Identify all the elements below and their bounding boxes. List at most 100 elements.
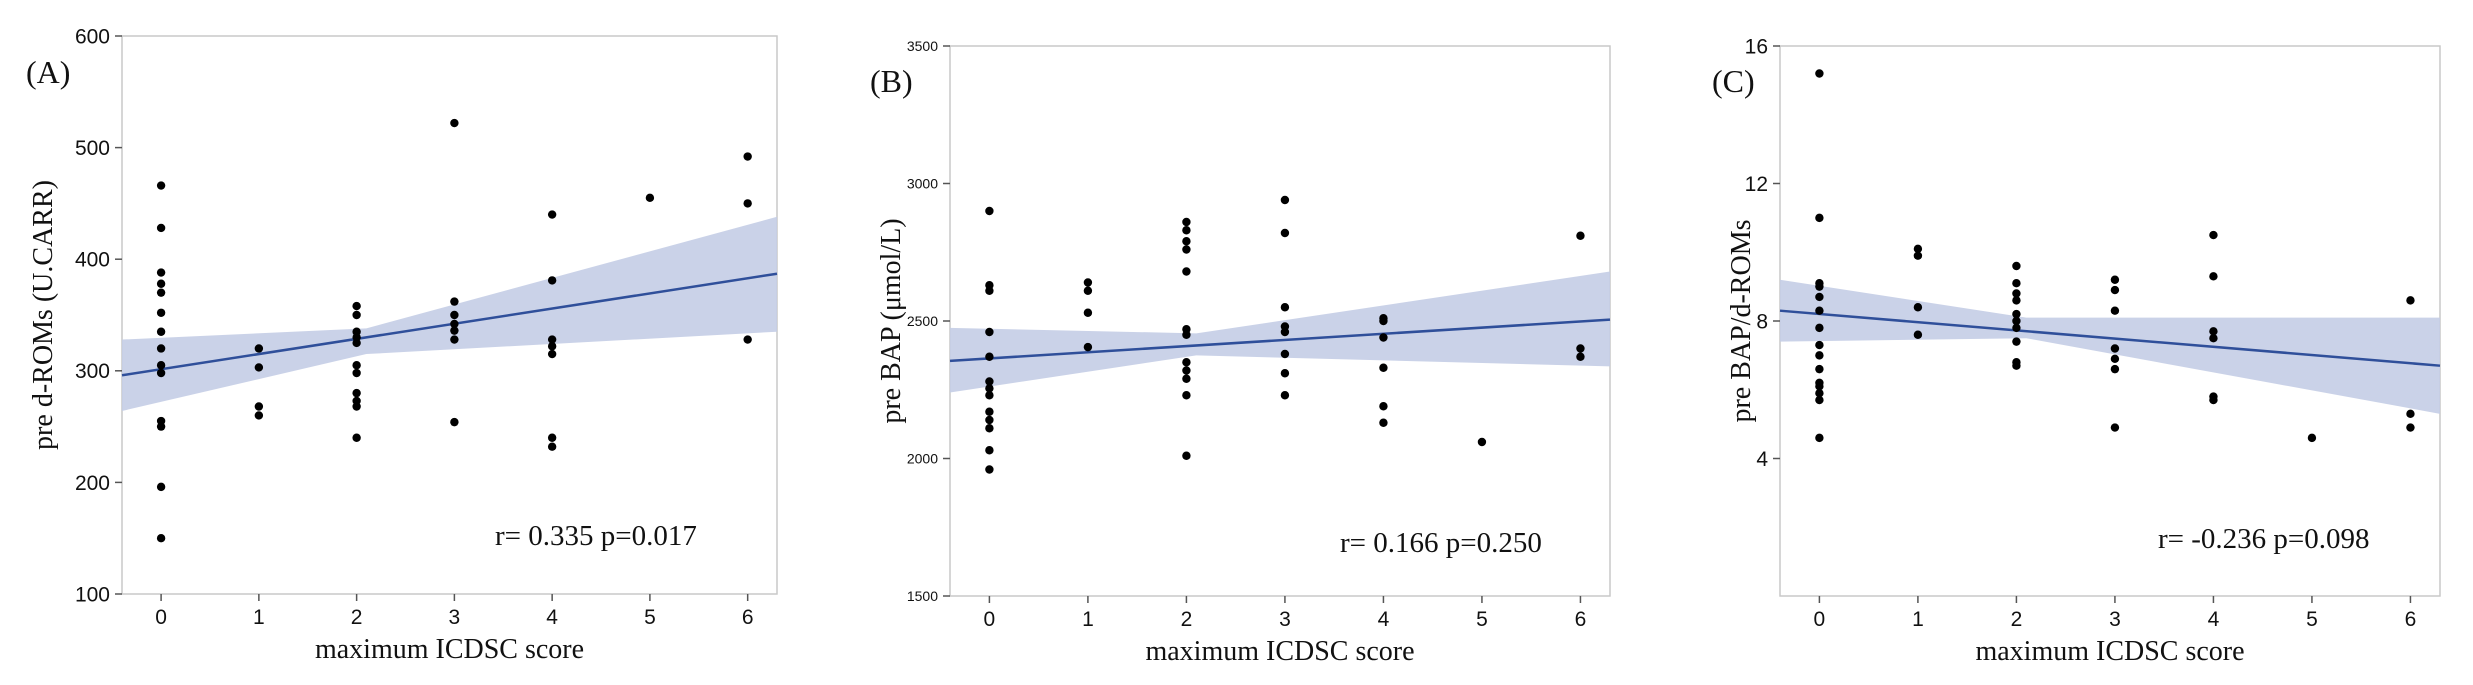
data-point <box>1182 330 1191 339</box>
x-tick-label: 4 <box>2208 608 2220 631</box>
y-tick-label: 600 <box>75 25 110 48</box>
data-point <box>1815 282 1824 291</box>
data-point <box>1576 344 1585 353</box>
data-point <box>1379 402 1388 411</box>
data-point <box>2406 423 2415 432</box>
data-point <box>547 210 557 219</box>
y-tick-label: 2000 <box>907 450 938 466</box>
x-tick-label: 5 <box>2306 608 2318 631</box>
y-tick-label: 100 <box>75 583 110 606</box>
data-point <box>1815 213 1824 223</box>
data-point <box>985 327 994 337</box>
y-tick-label: 1500 <box>907 588 938 604</box>
data-point <box>1379 418 1388 427</box>
x-tick-label: 5 <box>644 606 656 629</box>
regression-line <box>949 318 1611 363</box>
data-point <box>254 411 264 420</box>
data-point <box>1815 340 1824 350</box>
data-point <box>1815 69 1824 78</box>
data-point <box>1182 237 1191 246</box>
data-point <box>156 223 166 233</box>
y-tick-label: 8 <box>1756 310 1768 333</box>
data-point <box>1576 352 1585 361</box>
data-point <box>156 368 166 378</box>
panel-label: (A) <box>26 54 70 90</box>
data-point <box>2307 433 2317 443</box>
data-point <box>2110 285 2120 295</box>
data-point <box>985 424 994 433</box>
data-point <box>1182 245 1191 254</box>
data-point <box>1182 391 1191 400</box>
data-point <box>1182 217 1191 227</box>
y-tick-label: 500 <box>75 137 110 160</box>
x-tick-label: 0 <box>1814 608 1826 631</box>
data-point <box>254 344 264 353</box>
data-point <box>1913 251 1923 260</box>
x-tick-label: 3 <box>449 606 461 629</box>
correlation-annotation: r= 0.166 p=0.250 <box>1340 527 1542 559</box>
data-point <box>352 433 361 442</box>
x-tick-label: 1 <box>1082 608 1094 631</box>
data-point <box>2012 278 2021 288</box>
x-tick-label: 6 <box>1575 608 1587 631</box>
data-point <box>547 442 557 451</box>
data-point <box>1815 292 1824 302</box>
data-point <box>985 446 994 455</box>
data-point <box>1182 358 1191 367</box>
data-point <box>2012 337 2021 346</box>
x-tick-label: 2 <box>2011 608 2023 631</box>
data-point <box>2110 423 2120 432</box>
data-point <box>1379 316 1388 326</box>
regression-line <box>1779 309 2441 367</box>
data-point <box>2110 344 2120 353</box>
data-point <box>985 415 994 425</box>
x-tick-label: 4 <box>1378 608 1390 631</box>
data-point <box>352 388 361 398</box>
confidence-band <box>122 216 777 411</box>
data-point <box>352 310 361 320</box>
data-point <box>450 297 459 306</box>
data-point <box>1182 366 1191 375</box>
data-point <box>2110 364 2120 374</box>
data-point <box>1815 306 1824 315</box>
panel-label: (B) <box>870 63 913 99</box>
data-point <box>985 286 994 295</box>
data-point <box>1083 286 1093 295</box>
data-point <box>1280 369 1290 378</box>
data-point <box>1913 244 1923 254</box>
data-point <box>743 199 752 208</box>
data-point <box>2110 306 2120 315</box>
data-point <box>2012 289 2021 298</box>
chart-panel-a: 100 200 300 400 500 600 0 1 2 3 4 5 6 maximum ICDSC s… <box>26 25 778 665</box>
data-point <box>156 361 166 370</box>
data-point <box>450 326 459 335</box>
data-point <box>1379 363 1388 372</box>
x-tick-label: 1 <box>1912 608 1924 631</box>
data-point <box>450 335 459 344</box>
x-tick-label: 6 <box>742 606 754 629</box>
data-point <box>985 465 994 474</box>
data-point <box>156 288 166 297</box>
data-point <box>1182 374 1191 383</box>
y-tick-label: 300 <box>75 360 110 383</box>
y-tick-label: 16 <box>1745 35 1768 58</box>
data-point <box>1815 395 1824 405</box>
data-point <box>743 152 752 161</box>
data-point <box>2209 327 2218 336</box>
data-point <box>2209 230 2218 240</box>
data-point <box>1379 333 1388 342</box>
x-axis-title: maximum ICDSC score <box>315 634 584 665</box>
data-point <box>547 335 557 344</box>
y-axis-title: pre d-ROMs (U.CARR) <box>28 180 59 450</box>
data-point <box>156 268 166 277</box>
data-point <box>352 402 361 411</box>
x-tick-label: 2 <box>351 606 363 629</box>
data-point <box>2110 354 2120 364</box>
y-tick-label: 3500 <box>907 38 938 54</box>
data-point <box>2209 272 2218 281</box>
data-point <box>352 361 361 370</box>
data-point <box>985 377 994 386</box>
y-axis-title: pre BAP (μmol/L) <box>876 218 907 423</box>
